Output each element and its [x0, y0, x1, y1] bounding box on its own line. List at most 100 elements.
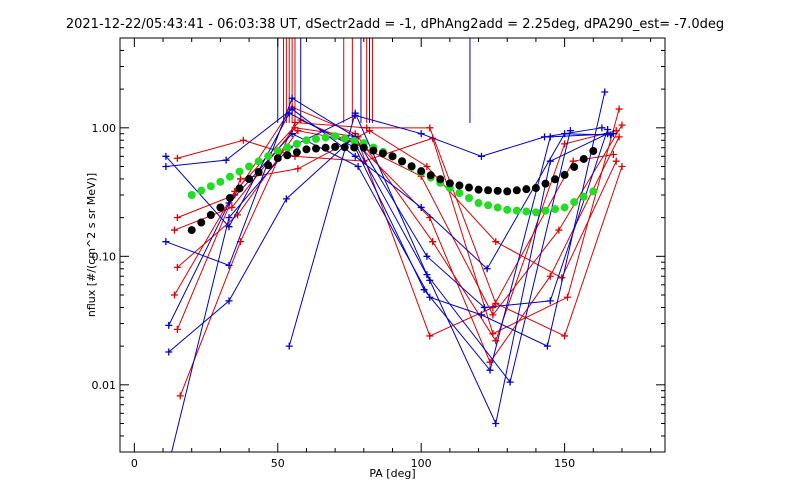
data-point [561, 130, 569, 138]
data-point [426, 293, 434, 301]
y-axis-label: nflux [#/(cm^2 s sr MeV)] [85, 173, 98, 317]
data-point [173, 325, 181, 333]
data-point [239, 136, 247, 144]
fit-curve-dot [312, 144, 321, 153]
fit-curve-dot [187, 226, 196, 235]
x-tick-label: 0 [131, 457, 138, 470]
fit-curve-dot [484, 201, 493, 210]
fit-curve-dot [216, 177, 225, 186]
axes-layer: 0 50 100 150 0.01 0.10 1.00 [92, 37, 665, 470]
data-point [563, 293, 571, 301]
fit-curve-dot [570, 162, 579, 171]
fit-curve-dot [340, 134, 349, 143]
y-tick-label: 0.10 [92, 250, 117, 263]
fit-curve-dot [464, 194, 473, 203]
data-point [162, 238, 170, 246]
fit-curve-dot [245, 162, 254, 171]
data-point [363, 124, 371, 132]
series-line [168, 91, 606, 347]
data-point [561, 332, 569, 340]
fit-curve-dot [493, 203, 502, 212]
data-point [609, 150, 617, 158]
data-point [598, 124, 606, 132]
fit-curve-dot [474, 185, 483, 194]
fit-curve-dot [531, 208, 540, 217]
fit-curve-dot [216, 203, 225, 212]
series-line [165, 97, 609, 308]
fit-curve-dot [187, 191, 196, 200]
fit-curve-dot [273, 147, 282, 156]
x-tick-label: 50 [271, 457, 285, 470]
data-point [294, 127, 302, 135]
data-point [417, 130, 425, 138]
chart-title: 2021-12-22/05:43:41 - 06:03:38 UT, dSect… [66, 17, 724, 32]
fit-curve-dot [206, 210, 215, 219]
fit-curve-dot [455, 189, 464, 198]
data-point [171, 226, 178, 234]
data-point [541, 133, 549, 141]
fit-curve-dot [340, 143, 349, 152]
data-point [173, 214, 181, 222]
fit-curve-dot [388, 152, 397, 161]
data-point [423, 271, 431, 279]
fit-curve-dot [417, 167, 426, 176]
fit-curve-dot [589, 147, 598, 156]
data-point [423, 252, 431, 260]
fit-curve-dot [503, 205, 512, 214]
series-line [177, 130, 620, 364]
plot-frame [119, 37, 666, 453]
data-point [351, 152, 359, 160]
data-point [477, 152, 485, 160]
fit-curve-dot [579, 154, 588, 163]
series-line [168, 133, 608, 426]
series-line [165, 108, 611, 270]
data-point [618, 162, 626, 170]
data-point [558, 274, 566, 282]
data-point [282, 195, 290, 203]
fit-curve-dot [522, 185, 531, 194]
data-point [423, 162, 431, 170]
fit-curve-dot [378, 149, 387, 158]
data-point [477, 311, 485, 319]
data-point [288, 130, 296, 138]
fit-curve-dot [560, 170, 569, 179]
fit-curve-dot [254, 157, 263, 166]
fit-curve-dot [560, 203, 569, 212]
y-tick-label: 1.00 [92, 122, 117, 135]
fit-curve-dot [225, 172, 234, 181]
data-point [429, 238, 437, 246]
data-point [162, 162, 170, 170]
fit-curve-dot [292, 148, 301, 157]
fit-curve-dot [283, 143, 292, 152]
data-point [288, 94, 296, 102]
fit-curve-dot [331, 132, 340, 141]
data-point [291, 118, 299, 126]
fit-curve-dot [541, 179, 550, 188]
fit-curve-dot [197, 218, 206, 227]
data-point [486, 366, 494, 374]
fit-curve-dot [350, 136, 359, 145]
fit-curve-dot [359, 143, 368, 152]
data-point [489, 303, 497, 311]
fit-curve-dot [541, 206, 550, 215]
data-point [173, 154, 181, 162]
fit-curve-dot [254, 168, 263, 177]
data-point [492, 238, 500, 246]
series-line [171, 114, 602, 453]
fit-curve-dot [264, 161, 273, 170]
fit-curve-dot [235, 184, 244, 193]
fit-curve-dot [331, 142, 340, 151]
data-point [566, 127, 574, 135]
data-point [225, 214, 233, 222]
fit-curve-dot [531, 184, 540, 193]
fit-curve-dot [225, 193, 234, 202]
data-point [492, 299, 500, 307]
fit-curve-dot [493, 186, 502, 195]
fit-curve-dot [292, 139, 301, 148]
fit-curve-dot [369, 146, 378, 155]
data-point [543, 342, 551, 350]
data-point [615, 105, 623, 113]
data-point [426, 124, 434, 132]
data-point [285, 342, 293, 350]
